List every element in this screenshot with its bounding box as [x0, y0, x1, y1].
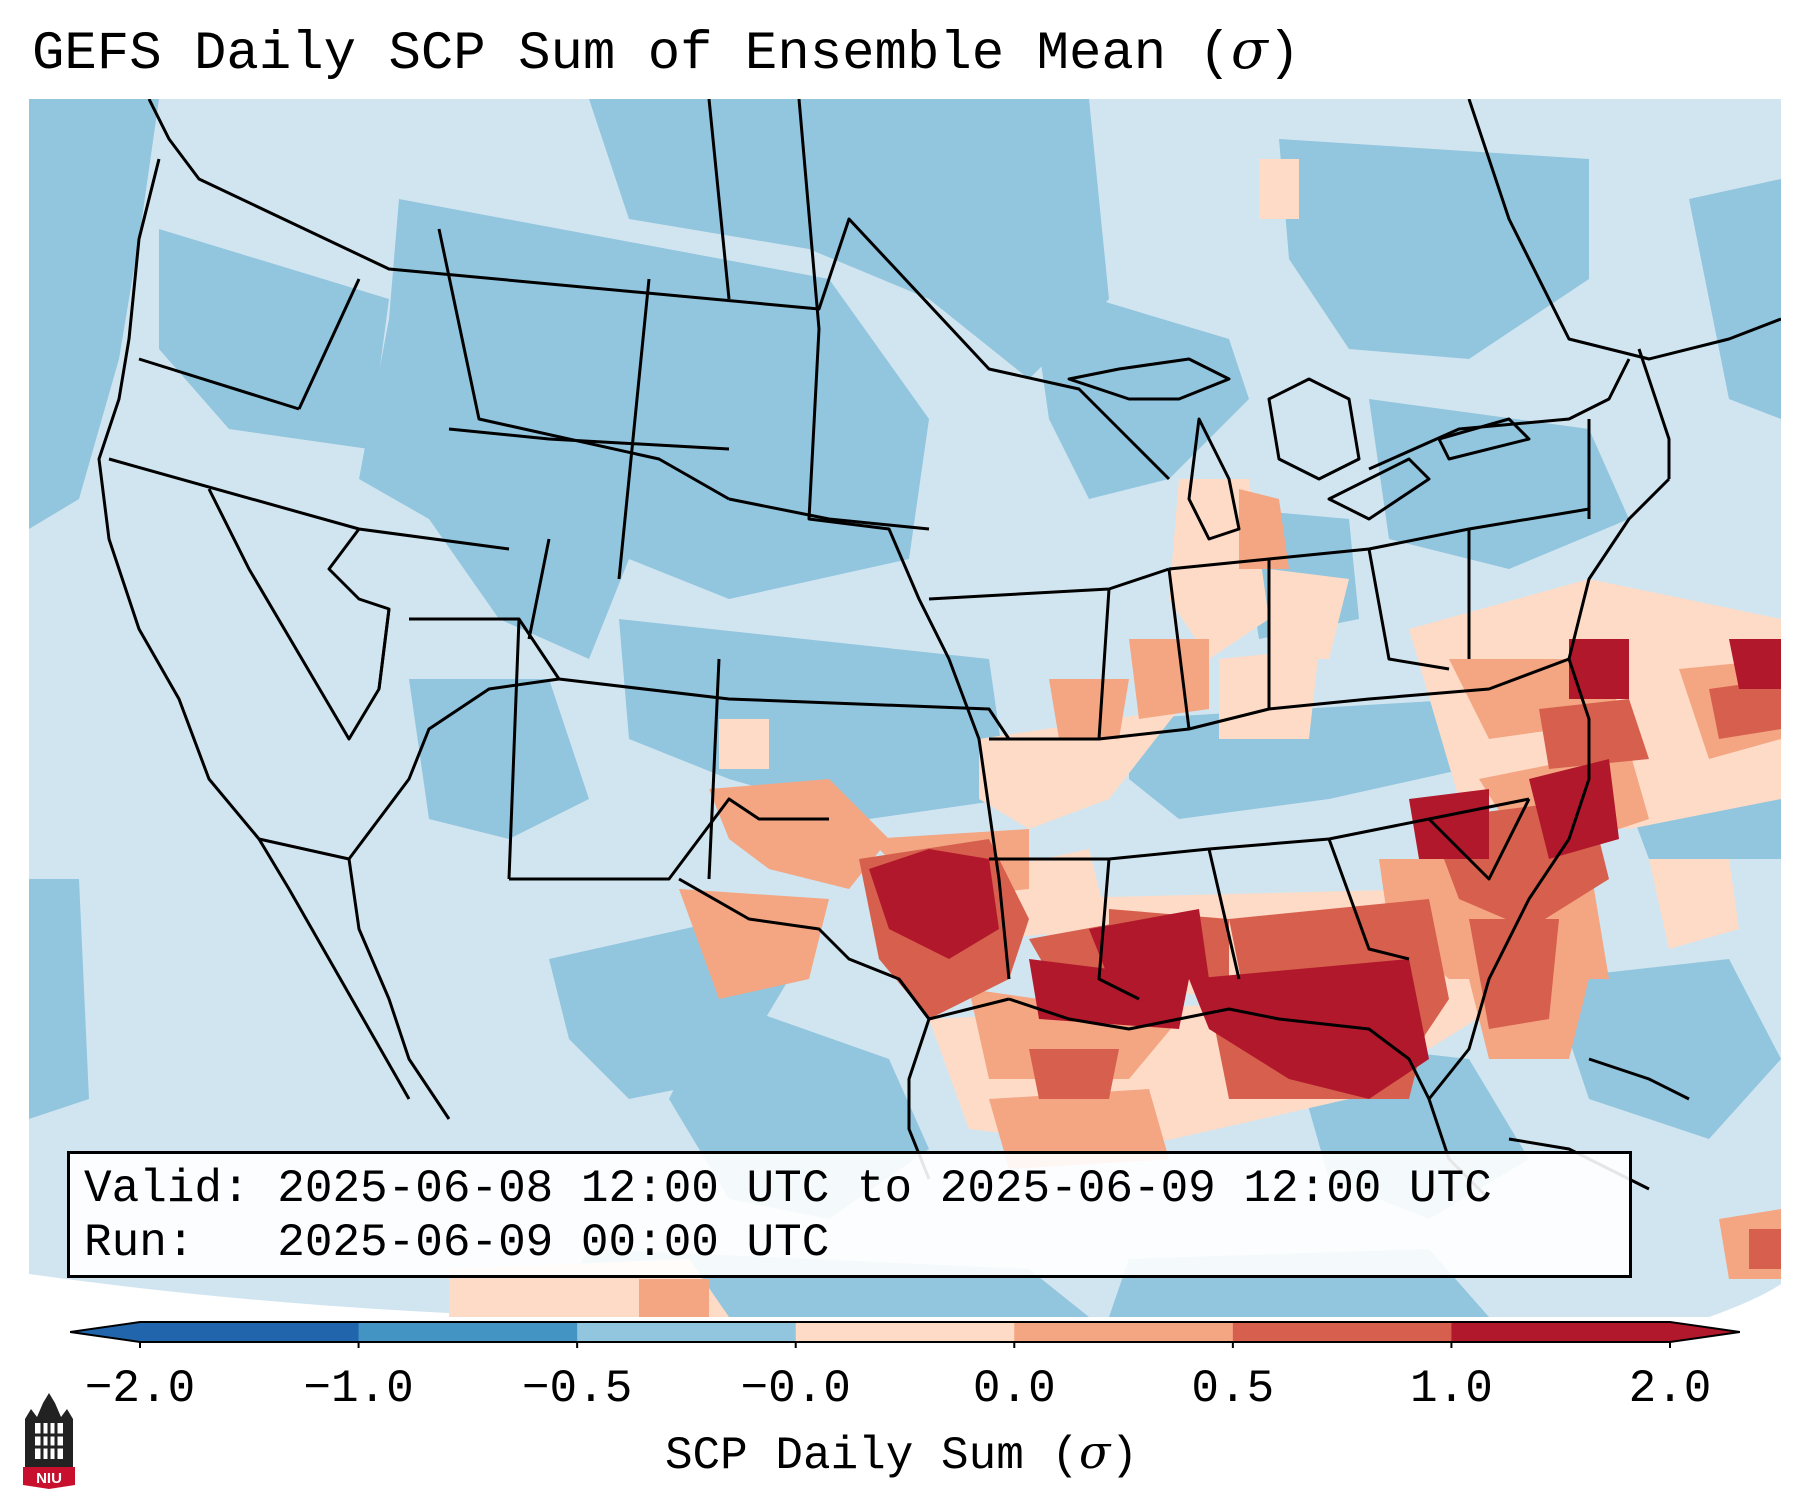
- colorbar-extend-min: [70, 1322, 140, 1342]
- map-panel: [29, 99, 1781, 1317]
- valid-line: Valid: 2025-06-08 12:00 UTC to 2025-06-0…: [84, 1163, 1492, 1215]
- extreme-positive-areas: [869, 639, 1781, 1099]
- map-title: GEFS Daily SCP Sum of Ensemble Mean (σ): [32, 18, 1301, 85]
- colorbar-tick-label: −0.5: [521, 1363, 633, 1415]
- colorbar-segment: [1451, 1322, 1671, 1342]
- run-line: Run: 2025-06-09 00:00 UTC: [84, 1217, 830, 1269]
- colorbar-segment: [1232, 1322, 1452, 1342]
- state-boundaries: [97, 99, 1781, 1201]
- colorbar-segment: [1014, 1322, 1234, 1342]
- colorbar-tick-label: 2.0: [1628, 1363, 1712, 1415]
- colorbar-label: SCP Daily Sum (σ): [664, 1425, 1139, 1482]
- colorbar-tick-label: 0.5: [1191, 1363, 1275, 1415]
- colorbar: [70, 1321, 1740, 1348]
- colorbar-segment: [140, 1322, 360, 1342]
- colorbar-tick-label: −1.0: [303, 1363, 414, 1415]
- colorbar-tick-label: −0.0: [740, 1363, 851, 1415]
- off-domain-area: [29, 1274, 549, 1317]
- svg-text:NIU: NIU: [36, 1470, 62, 1487]
- valid-time-info-box: Valid: 2025-06-08 12:00 UTC to 2025-06-0…: [67, 1151, 1632, 1278]
- colorbar-tick-label: 1.0: [1410, 1363, 1493, 1415]
- colorbar-tick-label: −2.0: [84, 1363, 196, 1415]
- colorbar-tick-label: 0.0: [972, 1363, 1056, 1415]
- colorbar-segment: [577, 1322, 797, 1342]
- negative-anomaly-areas: [29, 99, 1781, 1317]
- colorbar-segment: [795, 1322, 1015, 1342]
- colorbar-segment: [358, 1322, 578, 1342]
- niu-logo: NIU: [23, 1393, 75, 1489]
- colorbar-extend-max: [1670, 1322, 1740, 1342]
